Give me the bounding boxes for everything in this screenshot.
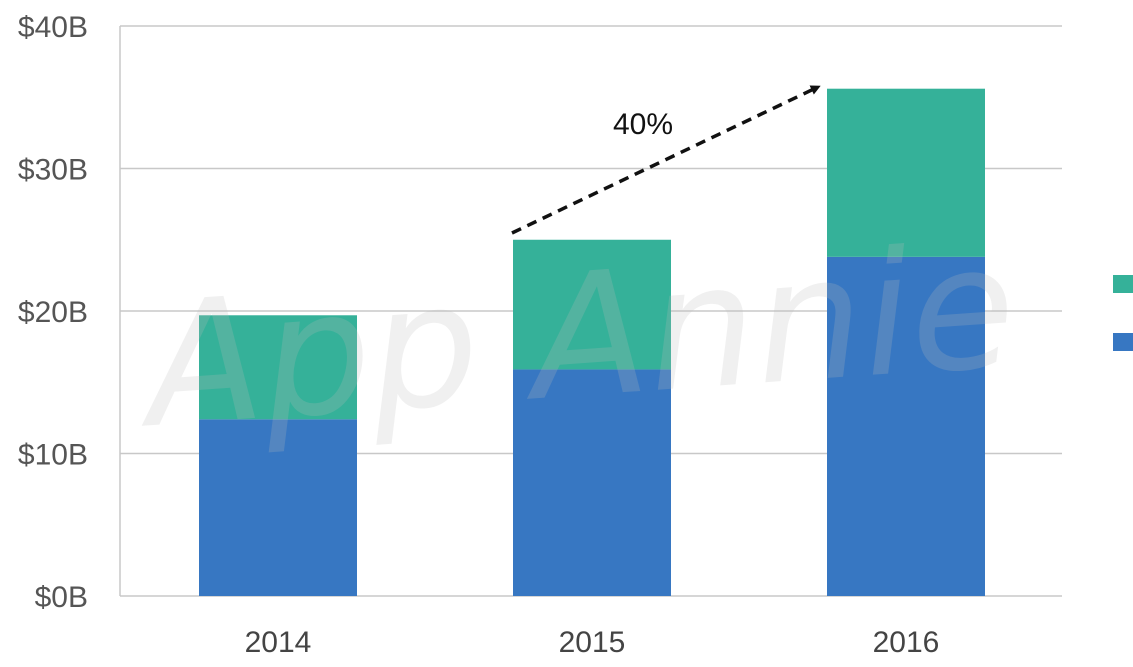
legend-swatch [1113, 275, 1133, 293]
bar-2016-series-2 [827, 88, 985, 257]
x-tick-label: 2015 [559, 626, 626, 659]
y-axis-tick-labels: $0B $10B $20B $30B $40B [18, 11, 88, 614]
bars [199, 88, 985, 596]
growth-annotation-label: 40% [613, 108, 673, 141]
y-tick-label: $30B [18, 154, 88, 187]
bar-2015-series-1 [513, 369, 671, 596]
x-tick-label: 2014 [245, 626, 312, 659]
growth-annotation: 40% [511, 85, 821, 235]
growth-arrow [511, 85, 821, 235]
y-tick-label: $10B [18, 439, 88, 472]
legend [1113, 275, 1133, 351]
y-tick-label: $0B [35, 581, 88, 614]
x-axis-tick-labels: 2014 2015 2016 [245, 626, 940, 659]
y-tick-label: $20B [18, 296, 88, 329]
bar-2015-series-2 [513, 239, 671, 370]
y-tick-label: $40B [18, 11, 88, 44]
bar-2014-series-1 [199, 419, 357, 596]
bar-2014-series-2 [199, 315, 357, 420]
bar-2016-series-1 [827, 256, 985, 596]
legend-swatch [1113, 333, 1133, 351]
x-tick-label: 2016 [873, 626, 940, 659]
